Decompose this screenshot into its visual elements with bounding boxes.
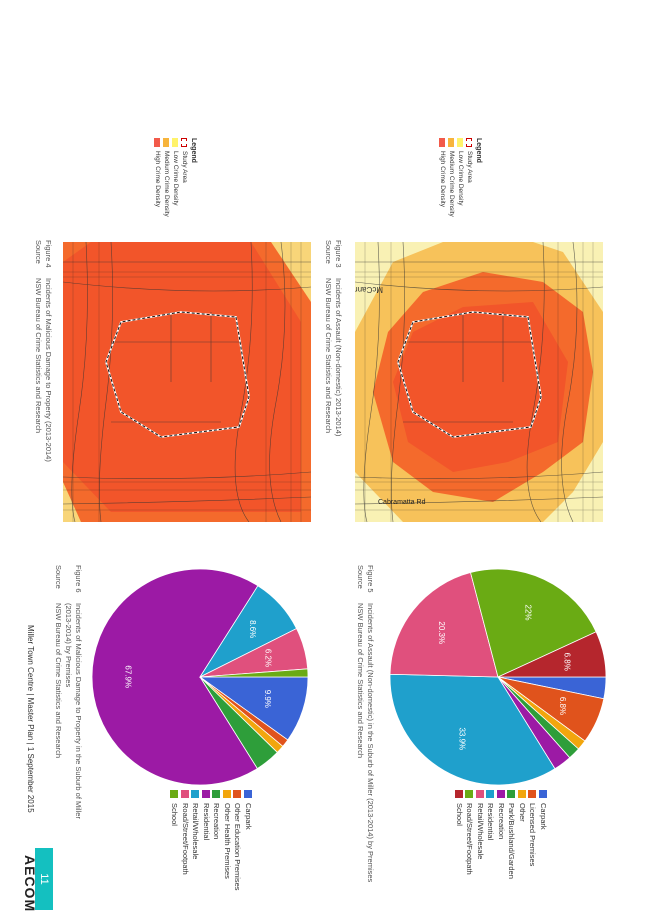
low-density-swatch	[172, 138, 179, 147]
pie-data-label: 6.8%	[563, 653, 572, 671]
legend-item-low: Low Crime Density	[456, 138, 465, 217]
crime-map-malicious-damage	[63, 242, 311, 522]
high-density-swatch	[439, 138, 446, 147]
pie-slice-school	[199, 668, 309, 678]
pie-data-label: 22%	[523, 605, 532, 621]
pie-data-label: 9.9%	[263, 690, 272, 708]
street-label: Cabramatta Rd	[378, 499, 426, 506]
pie-data-label: 33.9%	[458, 727, 467, 750]
figure-4-caption: Figure 4Incidents of Malicious Damage to…	[34, 240, 53, 462]
pie-slice-residential	[389, 673, 556, 786]
legend-item-study-area: Study Area	[465, 138, 474, 217]
pie-slice-retail-wholesale	[389, 572, 499, 678]
crime-map-assault: McCann Park Cabramatta Rd	[355, 242, 603, 522]
figure-6-caption: Figure 6Incidents of Malicious Damage to…	[54, 565, 83, 819]
legend-title: Legend	[475, 138, 482, 163]
study-area-swatch	[181, 138, 188, 147]
medium-density-swatch	[163, 138, 170, 147]
pie-legend-assault: Carpark Licensed Premises Other Park/Bus…	[454, 790, 548, 879]
high-density-swatch	[154, 138, 161, 147]
pie-data-label: 6.2%	[264, 649, 273, 667]
park-label: McCann Park	[355, 285, 383, 294]
legend-item-high: High Crime Density	[438, 138, 447, 217]
pie-slice-residential	[91, 568, 259, 786]
map-legend-top: Legend Study Area Low Crime Density Medi…	[438, 138, 483, 217]
crime-density-map: McCann Park Cabramatta Rd	[355, 242, 603, 522]
legend-item-medium: Medium Crime Density	[447, 138, 456, 217]
page-number-badge: 11	[35, 848, 53, 910]
pie-legend-malicious-damage: Carpark Other Education Premises Other H…	[169, 790, 253, 891]
pie-data-label: 8.6%	[248, 620, 257, 638]
medium-density-swatch	[448, 138, 455, 147]
pie-slice-road-street-footpath	[470, 568, 597, 678]
pie-data-label: 6.8%	[558, 697, 567, 715]
low-density-swatch	[457, 138, 464, 147]
pie-chart-malicious-damage: 9.9% 67.9% 8.6% 6.2%	[91, 568, 309, 786]
page-number: 11	[38, 873, 50, 885]
map-legend-bottom: Legend Study Area Low Crime Density Medi…	[154, 138, 197, 217]
study-area-swatch	[466, 138, 473, 147]
figure-5-caption: Figure 5Incidents of Assault (Non-domest…	[356, 565, 375, 883]
pie-data-label: 20.3%	[437, 621, 446, 644]
footer-text: Miller Town Centre | Master Plan | 1 Sep…	[26, 625, 35, 813]
pie-data-label: 67.9%	[124, 665, 133, 688]
pie-slice-school	[497, 631, 607, 678]
pie-chart-assault: 6.8% 33.9% 20.3% 22% 6.8%	[389, 568, 607, 786]
crime-density-map	[63, 242, 311, 522]
figure-3-caption: Figure 3Incidents of Assault (Non-domest…	[324, 240, 343, 437]
